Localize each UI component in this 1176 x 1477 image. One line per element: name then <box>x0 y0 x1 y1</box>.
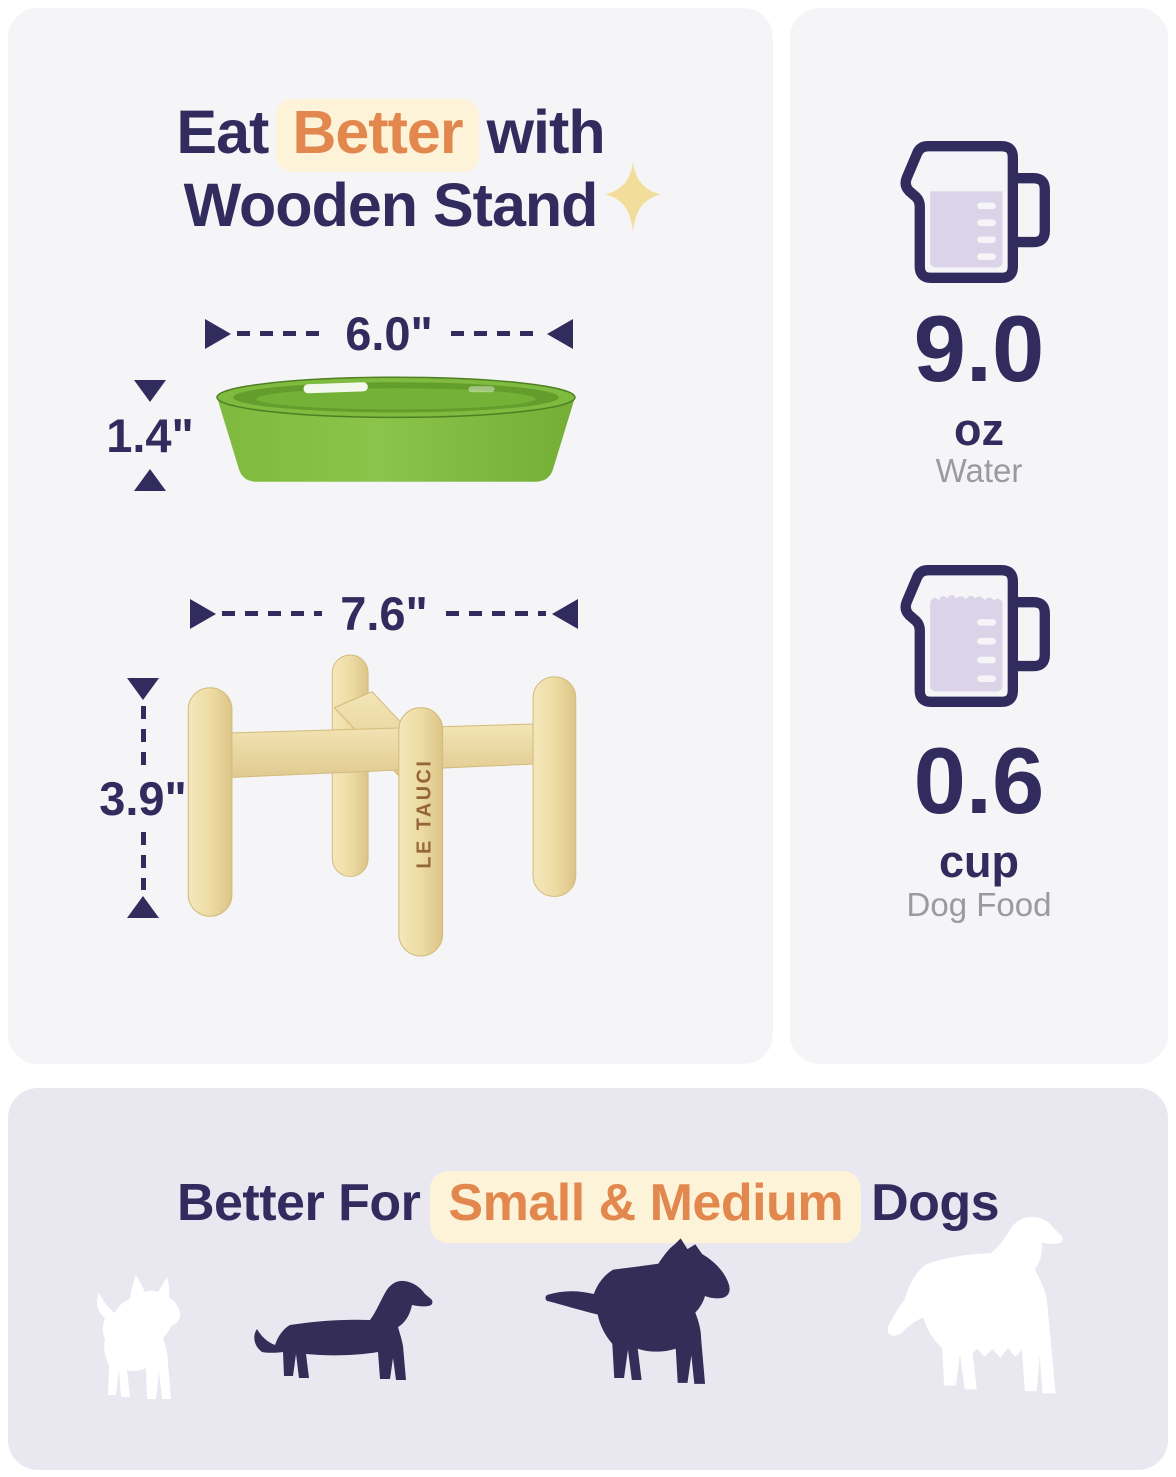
dog-silhouette-dachshund-icon <box>254 1280 433 1380</box>
heading-highlight: Small & Medium <box>430 1171 862 1244</box>
measuring-cup-dog-food-icon <box>900 565 1050 707</box>
dimension-dash-line <box>140 831 146 890</box>
dog-food-label: Dog Food <box>906 886 1052 923</box>
stand-height-label: 3.9" <box>99 771 187 825</box>
heading-post: Dogs <box>871 1174 1000 1233</box>
brand-engraving: LE TAUCI <box>414 759 436 869</box>
title-line2: Wooden Stand <box>183 170 599 239</box>
dimension-dash-line <box>237 331 328 336</box>
page-title: Eat Better with Wooden Stand <box>8 97 773 239</box>
stand-height-dimension: 3.9" <box>95 678 191 918</box>
arrow-right-icon <box>190 598 216 629</box>
dog-size-heading: Better For Small & Medium Dogs <box>8 1171 1168 1244</box>
heading-pre: Better For <box>176 1174 421 1233</box>
bowl-width-label: 6.0" <box>345 307 433 360</box>
product-dimensions-panel: Eat Better with Wooden Stand 6.0" 1.4" <box>8 8 773 1064</box>
dog-silhouette-spaniel-icon <box>887 1216 1063 1394</box>
arrow-right-icon <box>205 318 231 349</box>
dog-size-panel: Better For Small & Medium Dogs <box>8 1088 1168 1470</box>
title-highlight: Better <box>276 98 479 172</box>
dog-silhouette-bull-terrier-icon <box>545 1238 730 1384</box>
food-amount-unit: cup <box>938 836 1019 887</box>
bowl-height-label: 1.4" <box>106 409 194 462</box>
title-post: with <box>486 97 606 166</box>
stand-width-label: 7.6" <box>340 587 428 640</box>
bowl-height-dimension: 1.4" <box>102 380 198 491</box>
measuring-cup-water-icon <box>900 141 1050 283</box>
arrow-down-icon <box>134 380 166 402</box>
title-pre: Eat <box>176 97 269 166</box>
capacity-panel: 9.0 oz Water 0.6 cup Dog Food <box>790 8 1168 1064</box>
dimension-dash-line <box>222 611 323 616</box>
water-label: Water <box>935 452 1023 489</box>
dimension-dash-line <box>445 611 546 616</box>
dimension-dash-line <box>140 706 146 765</box>
wooden-stand-image: LE TAUCI <box>187 654 577 957</box>
arrow-up-icon <box>127 896 159 918</box>
water-amount-unit: oz <box>954 404 1004 455</box>
stand-width-dimension: 7.6" <box>190 586 578 641</box>
green-bowl-image <box>216 376 576 482</box>
dimension-dash-line <box>450 331 541 336</box>
arrow-down-icon <box>127 678 159 700</box>
arrow-left-icon <box>547 318 573 349</box>
food-amount-value: 0.6 <box>913 728 1045 833</box>
bowl-width-dimension: 6.0" <box>205 306 573 361</box>
water-amount-value: 9.0 <box>913 296 1045 401</box>
arrow-left-icon <box>552 598 578 629</box>
arrow-up-icon <box>134 469 166 491</box>
dog-silhouette-chihuahua-icon <box>97 1275 181 1399</box>
title-line1: Eat Better with <box>176 97 606 172</box>
sparkle-icon <box>605 162 661 232</box>
